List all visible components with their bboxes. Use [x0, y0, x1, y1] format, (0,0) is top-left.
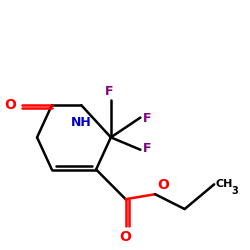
Text: 3: 3 [231, 186, 238, 196]
Text: F: F [143, 142, 152, 155]
Text: F: F [143, 112, 152, 125]
Text: NH: NH [71, 116, 92, 129]
Text: CH: CH [216, 179, 233, 189]
Text: F: F [105, 85, 114, 98]
Text: O: O [120, 230, 132, 244]
Text: O: O [158, 178, 170, 192]
Text: O: O [4, 98, 16, 112]
